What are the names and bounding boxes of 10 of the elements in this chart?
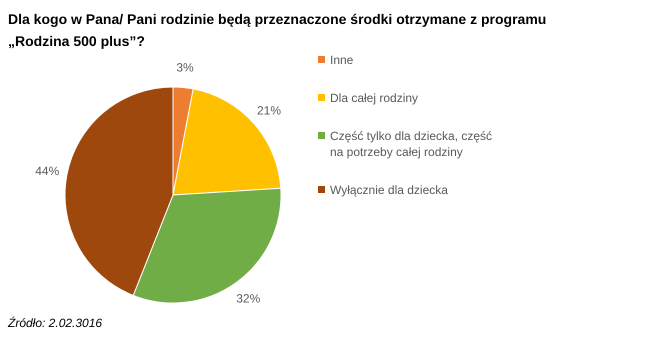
data-label: 44%	[35, 164, 60, 178]
legend-label: Część tylko dla dziecka, część na potrzeby całej rodziny	[330, 128, 494, 160]
legend-label: Dla całej rodziny	[330, 90, 418, 106]
legend-label: Wyłącznie dla dziecka	[330, 182, 448, 198]
data-label: 32%	[236, 292, 261, 306]
data-label: 21%	[257, 103, 282, 118]
chart-title: Dla kogo w Pana/ Pani rodzinie będą przeznaczone środki otrzymane z programu „Rodzina 500 plus”?	[8, 10, 548, 51]
text: Źródło: 2.02.3016	[8, 316, 104, 330]
legend-label: Inne	[330, 52, 354, 68]
data-label: 3%	[176, 60, 194, 75]
